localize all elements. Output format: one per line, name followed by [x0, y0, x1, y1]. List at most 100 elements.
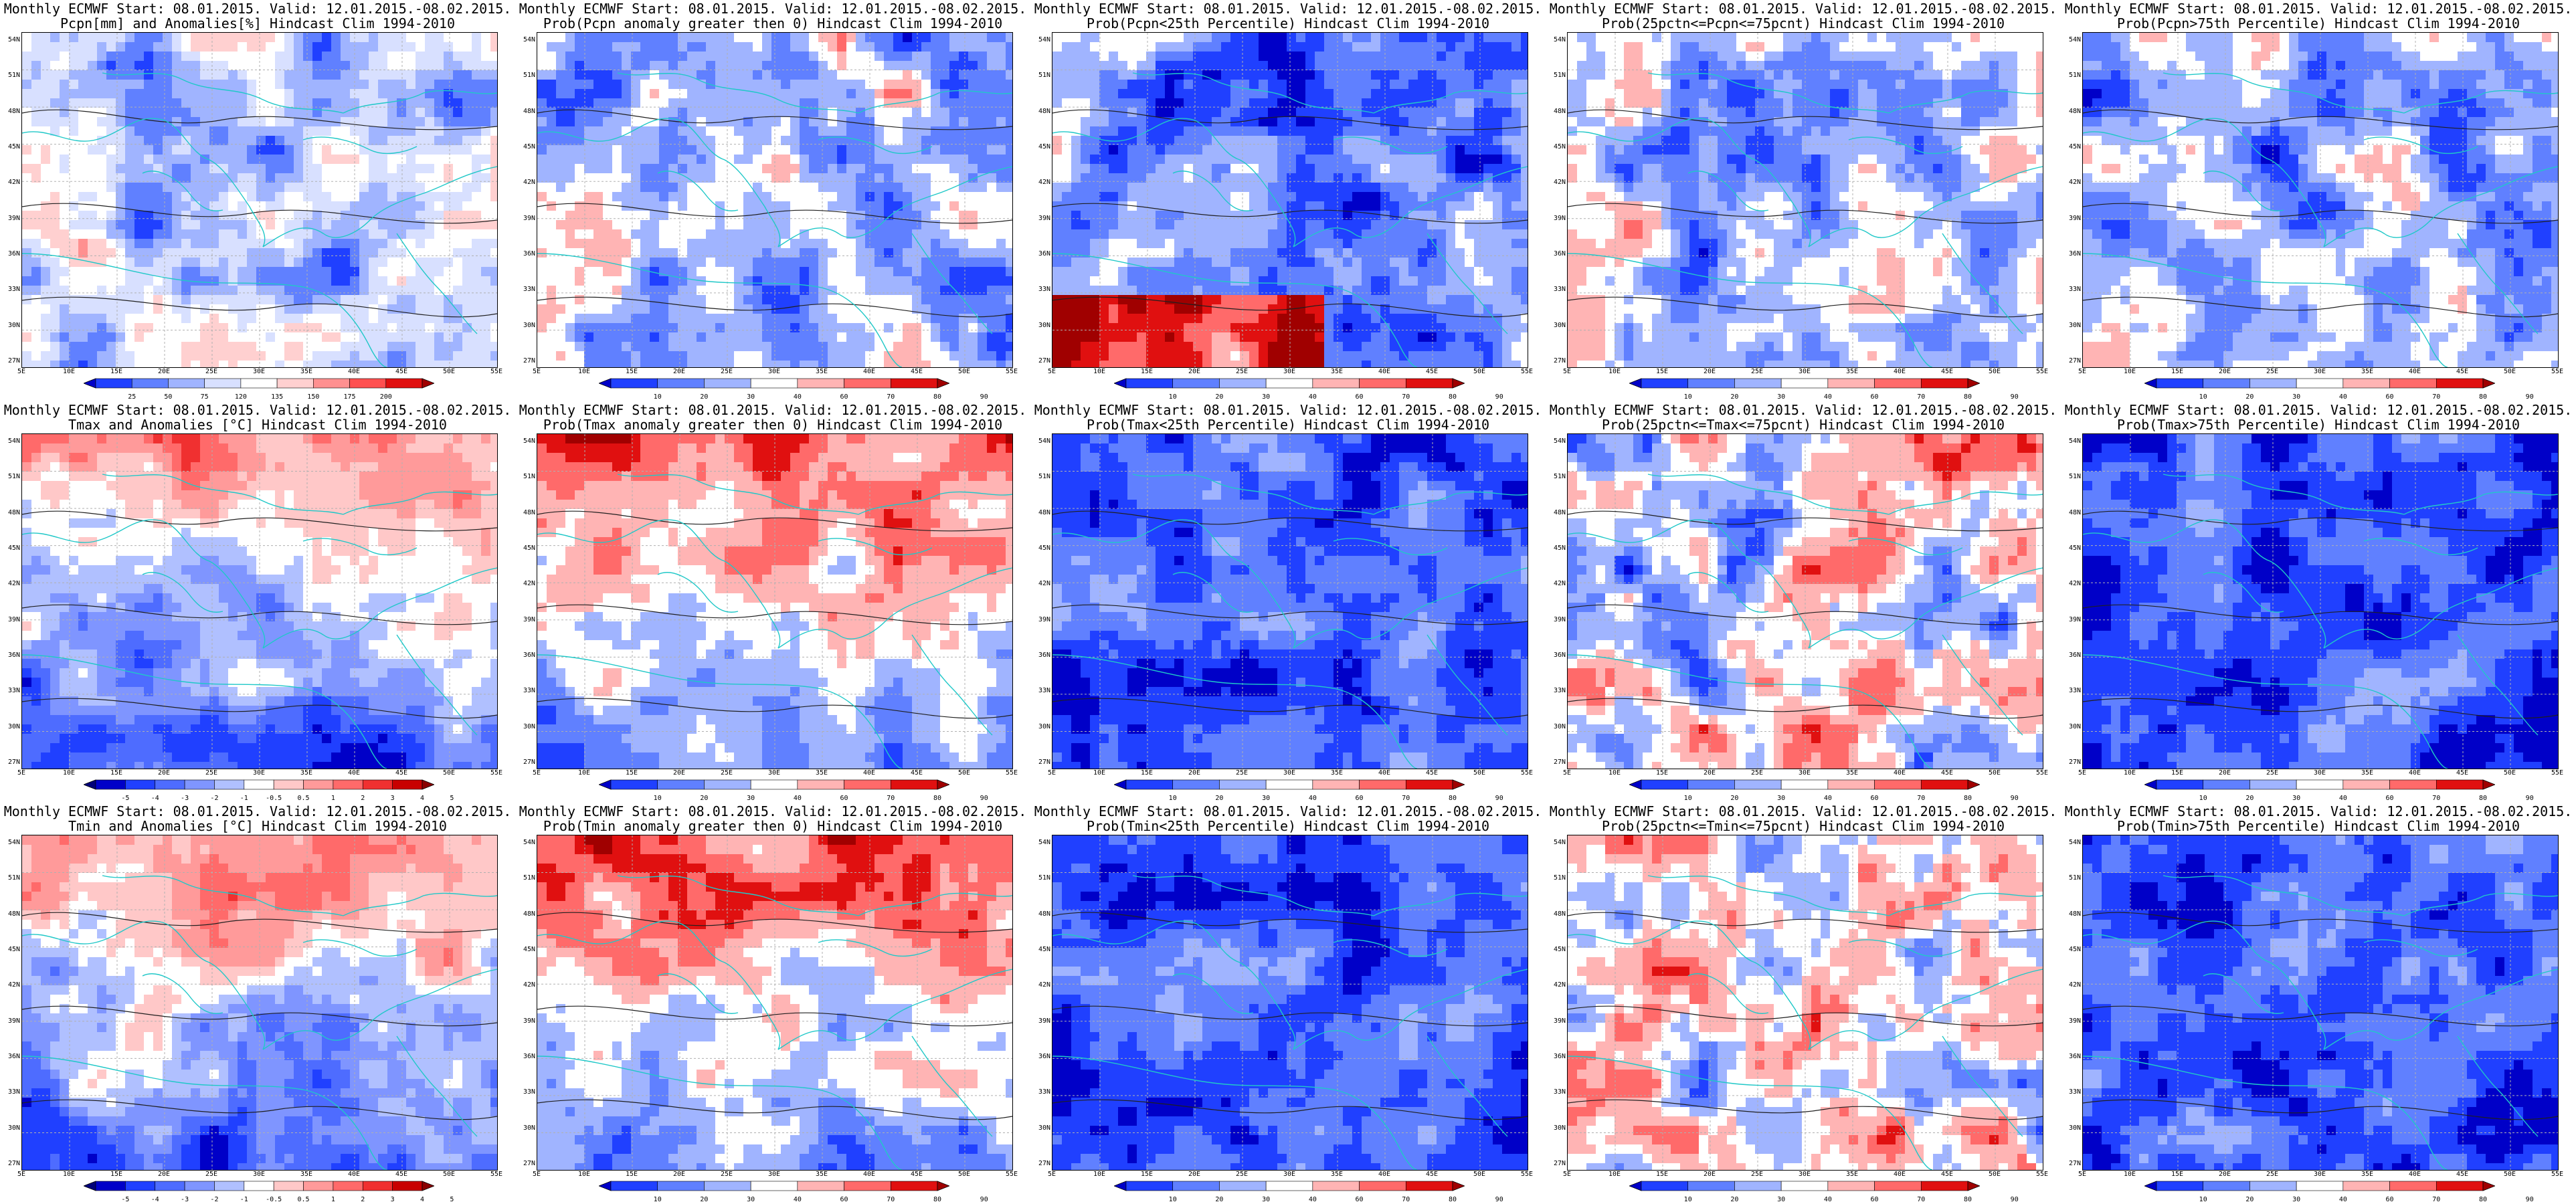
- coastlines: [2083, 72, 2558, 367]
- color-bar-label: 20: [2245, 393, 2253, 401]
- color-bar-label: 150: [307, 393, 319, 401]
- lon-label: 40E: [2409, 368, 2421, 375]
- lon-label: 20E: [673, 769, 685, 777]
- color-bar-label: 25: [128, 393, 136, 401]
- color-bar-label: 40: [1824, 795, 1832, 802]
- lon-label: 20E: [2219, 368, 2231, 375]
- color-bar-label: 70: [1402, 795, 1410, 802]
- map-shading: [2083, 434, 2558, 769]
- panel-title-line2: Prob(25pctn<=Tmax<=75pcnt) Hindcast Clim…: [1546, 417, 2061, 432]
- map-shading: [2083, 33, 2558, 367]
- lat-label: 36N: [1, 250, 20, 258]
- lon-label: 20E: [673, 368, 685, 375]
- forecast-panel: Monthly ECMWF Start: 08.01.2015. Valid: …: [1030, 803, 1546, 1204]
- map-plot: [537, 32, 1013, 368]
- lat-label: 45N: [1032, 946, 1050, 953]
- color-bar-label: 30: [1777, 393, 1785, 401]
- panel-title-line2: Prob(25pctn<=Pcpn<=75pcnt) Hindcast Clim…: [1546, 16, 2061, 31]
- lon-label: 35E: [300, 368, 312, 375]
- color-bar-label: 30: [1777, 1196, 1785, 1203]
- map-plot: [1567, 433, 2043, 769]
- lat-label: 48N: [2062, 108, 2081, 115]
- panel-title-line1: Monthly ECMWF Start: 08.01.2015. Valid: …: [515, 1, 1030, 16]
- lon-label: 30E: [2314, 769, 2326, 777]
- contour-lines: [1052, 510, 1528, 719]
- color-bar-label: 40: [794, 795, 802, 802]
- lat-label: 54N: [1, 36, 20, 43]
- coastlines: [537, 474, 1012, 769]
- lat-label: 39N: [1032, 616, 1050, 623]
- panel-title-line2: Tmax and Anomalies [°C] Hindcast Clim 19…: [0, 417, 515, 432]
- lon-label: 10E: [1093, 1171, 1105, 1178]
- color-bar-label: 2: [361, 1196, 365, 1203]
- color-bar-label: 90: [2011, 795, 2019, 802]
- color-bar-label: 60: [1871, 1196, 1879, 1203]
- lon-label: 15E: [110, 769, 122, 777]
- color-bar: [2144, 1180, 2495, 1195]
- color-bar-label: 175: [344, 393, 356, 401]
- lon-label: 25E: [2266, 1171, 2278, 1178]
- lat-label: 48N: [517, 910, 535, 918]
- color-bar-label: 2: [361, 795, 365, 802]
- lon-label: 15E: [110, 1171, 122, 1178]
- lon-label: 10E: [578, 1171, 590, 1178]
- color-bar-label: -2: [210, 1196, 218, 1203]
- lat-label: 33N: [1, 1088, 20, 1096]
- lat-label: 45N: [1, 143, 20, 150]
- lon-label: 50E: [1989, 368, 2001, 375]
- lon-label: 20E: [158, 368, 170, 375]
- forecast-panel: Monthly ECMWF Start: 08.01.2015. Valid: …: [2061, 401, 2576, 803]
- lon-label: 25E: [205, 1171, 217, 1178]
- coastlines: [537, 875, 1012, 1170]
- lon-label: 40E: [1894, 1171, 1906, 1178]
- color-bar-label: 40: [1824, 1196, 1832, 1203]
- lat-label: 51N: [1, 473, 20, 480]
- color-bar-label: 40: [1309, 393, 1317, 401]
- color-bar-label: 80: [933, 393, 941, 401]
- lat-label: 48N: [1547, 910, 1566, 918]
- lat-label: 39N: [517, 1017, 535, 1025]
- lat-label: 30N: [517, 322, 535, 329]
- lon-label: 35E: [1331, 1171, 1343, 1178]
- lat-label: 27N: [517, 759, 535, 766]
- lon-label: 5E: [17, 368, 25, 375]
- lat-label: 45N: [1547, 544, 1566, 552]
- lat-label: 33N: [1547, 687, 1566, 694]
- color-bar-label: 80: [933, 795, 941, 802]
- lat-label: 45N: [1547, 143, 1566, 150]
- map-shading: [1568, 835, 2043, 1170]
- color-bar: [1629, 779, 1980, 793]
- lon-label: 45E: [395, 1171, 407, 1178]
- lon-label: 45E: [911, 368, 923, 375]
- color-bar-label: 30: [2292, 795, 2300, 802]
- lat-label: 45N: [517, 143, 535, 150]
- lon-label: 10E: [2124, 769, 2136, 777]
- color-bar-label: -3: [181, 1196, 189, 1203]
- lat-label: 45N: [517, 544, 535, 552]
- lat-label: 39N: [1, 616, 20, 623]
- lat-label: 51N: [1032, 72, 1050, 79]
- lat-label: 54N: [517, 36, 535, 43]
- color-bar-label: 60: [2386, 795, 2394, 802]
- lon-label: 5E: [533, 368, 541, 375]
- map-plot: [537, 433, 1013, 769]
- lat-label: 39N: [517, 215, 535, 222]
- lon-label: 15E: [1141, 769, 1153, 777]
- lon-label: 55E: [1521, 1171, 1533, 1178]
- color-bar-label: 90: [2526, 1196, 2534, 1203]
- lon-label: 45E: [911, 1171, 923, 1178]
- lon-label: 35E: [1846, 368, 1858, 375]
- lat-label: 30N: [1032, 322, 1050, 329]
- lon-label: 45E: [1426, 769, 1438, 777]
- lon-label: 45E: [395, 769, 407, 777]
- color-bar-label: 90: [2011, 1196, 2019, 1203]
- lon-label: 50E: [443, 769, 455, 777]
- lon-label: 45E: [1941, 769, 1953, 777]
- lat-label: 39N: [1547, 1017, 1566, 1025]
- color-bar-label: 60: [1871, 795, 1879, 802]
- panel-title-line1: Monthly ECMWF Start: 08.01.2015. Valid: …: [1546, 1, 2061, 16]
- color-bar: [84, 779, 434, 793]
- lon-label: 30E: [1799, 1171, 1811, 1178]
- lon-label: 40E: [863, 769, 875, 777]
- lon-label: 40E: [2409, 769, 2421, 777]
